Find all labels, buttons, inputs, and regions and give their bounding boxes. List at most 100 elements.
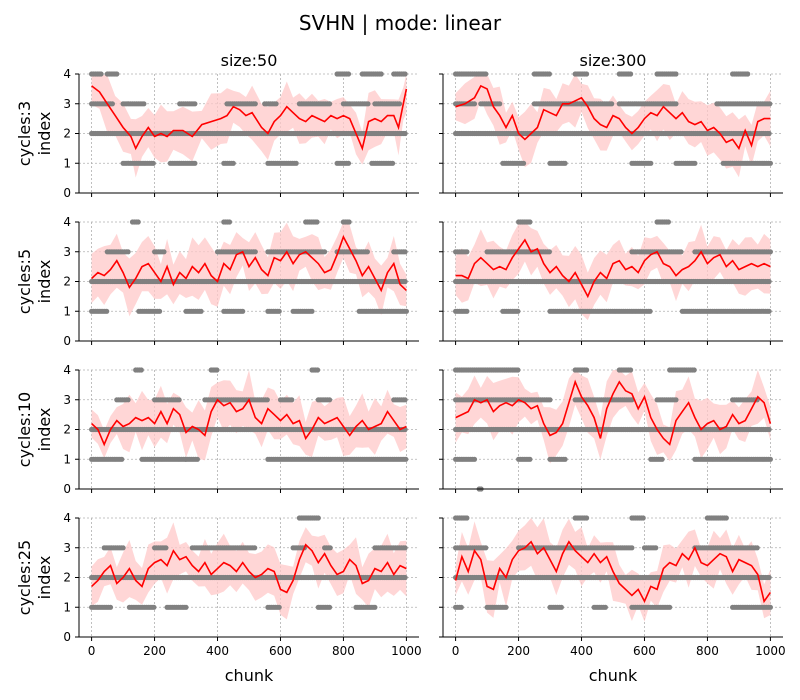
data-point <box>766 308 772 314</box>
confidence-band <box>91 370 407 461</box>
data-point <box>547 397 553 403</box>
y-tick-label: 2 <box>63 423 71 437</box>
data-point <box>464 249 470 255</box>
data-point <box>365 101 371 107</box>
mean-line <box>91 543 407 594</box>
data-point <box>252 545 258 551</box>
data-point <box>503 604 509 610</box>
data-point <box>125 249 131 255</box>
column-title: size:50 <box>221 51 278 70</box>
y-axis-label: index <box>35 260 54 304</box>
y-tick-label: 4 <box>63 511 71 525</box>
x-tick-label: 600 <box>269 644 292 658</box>
panel-cycles25-size300: 0 200 400 600 800 1000 <box>439 515 786 658</box>
data-point <box>497 101 503 107</box>
data-point <box>176 397 182 403</box>
row-label: cycles:3 <box>15 101 34 166</box>
data-point <box>665 219 672 225</box>
data-point <box>293 160 299 166</box>
data-point <box>673 71 679 77</box>
data-point <box>767 101 773 107</box>
confidence-band <box>91 74 407 178</box>
data-point <box>767 604 774 610</box>
data-point <box>289 397 295 403</box>
data-point <box>322 249 328 255</box>
data-point <box>402 545 408 551</box>
data-point <box>629 545 635 551</box>
y-tick-label: 1 <box>63 600 71 614</box>
data-point <box>109 101 115 107</box>
data-point <box>483 71 489 77</box>
data-point <box>120 545 126 551</box>
data-point <box>107 604 114 610</box>
data-point <box>276 308 282 314</box>
data-point <box>678 249 684 255</box>
data-point <box>754 545 760 551</box>
confidence-band <box>455 370 771 464</box>
data-point <box>602 604 609 610</box>
y-tick-label: 0 <box>63 334 71 348</box>
data-point <box>252 249 258 255</box>
panel-cycles3-size50: 0 1 2 3 4 cycles:3 index <box>15 67 419 200</box>
y-tick-label: 2 <box>63 275 71 289</box>
data-point <box>252 101 258 107</box>
data-point <box>157 308 163 314</box>
confidence-band <box>455 74 771 178</box>
y-axis-label: index <box>35 112 54 156</box>
data-point <box>483 545 489 551</box>
data-point <box>183 604 189 610</box>
data-point <box>628 71 634 77</box>
data-point <box>141 101 147 107</box>
data-point <box>692 160 698 166</box>
data-point <box>402 278 408 285</box>
data-point <box>464 515 470 521</box>
data-point <box>521 160 527 166</box>
data-point <box>114 71 120 77</box>
data-point <box>119 456 125 462</box>
data-point <box>766 278 772 285</box>
y-tick-label: 2 <box>63 127 71 141</box>
mean-line <box>455 84 771 151</box>
x-tick-label: 600 <box>633 644 656 658</box>
mean-line <box>455 379 772 446</box>
data-point <box>745 71 751 77</box>
data-point <box>402 249 408 255</box>
data-point <box>378 71 384 77</box>
data-point <box>546 71 553 77</box>
data-point <box>345 160 352 166</box>
data-point <box>458 604 464 610</box>
data-point <box>766 426 772 433</box>
y-axis-label: index <box>35 408 54 452</box>
data-point <box>558 604 565 610</box>
x-axis-label: chunk <box>225 666 274 685</box>
x-tick-label: 1000 <box>755 644 786 658</box>
column-title: size:300 <box>580 51 647 70</box>
x-tick-label: 1000 <box>391 644 422 658</box>
data-point <box>402 130 408 137</box>
panel-cycles10-size50: 0 1 2 3 4 cycles:10 index <box>15 363 419 496</box>
y-tick-label: 1 <box>63 304 71 318</box>
data-point <box>98 71 104 77</box>
data-point <box>315 515 321 521</box>
y-tick-label: 1 <box>63 452 71 466</box>
data-point <box>346 219 352 225</box>
data-point <box>584 71 590 77</box>
y-tick-label: 3 <box>63 393 71 407</box>
data-point <box>527 219 533 225</box>
data-point <box>515 308 521 314</box>
data-point <box>198 308 204 314</box>
data-point <box>273 101 279 107</box>
data-point <box>562 160 568 166</box>
data-point <box>396 101 403 107</box>
panel-cycles5-size50: 0 1 2 3 4 cycles:5 index <box>15 215 419 348</box>
data-point <box>767 456 774 462</box>
data-point <box>403 456 409 462</box>
data-point <box>584 367 590 373</box>
data-point <box>364 249 370 255</box>
panel-cycles10-size300 <box>439 367 783 493</box>
panel-cycles25-size50: 0 1 2 3 4 0 200 400 600 800 1000 cycles:25 index <box>15 511 422 658</box>
data-point <box>766 130 772 137</box>
data-point <box>194 456 200 462</box>
